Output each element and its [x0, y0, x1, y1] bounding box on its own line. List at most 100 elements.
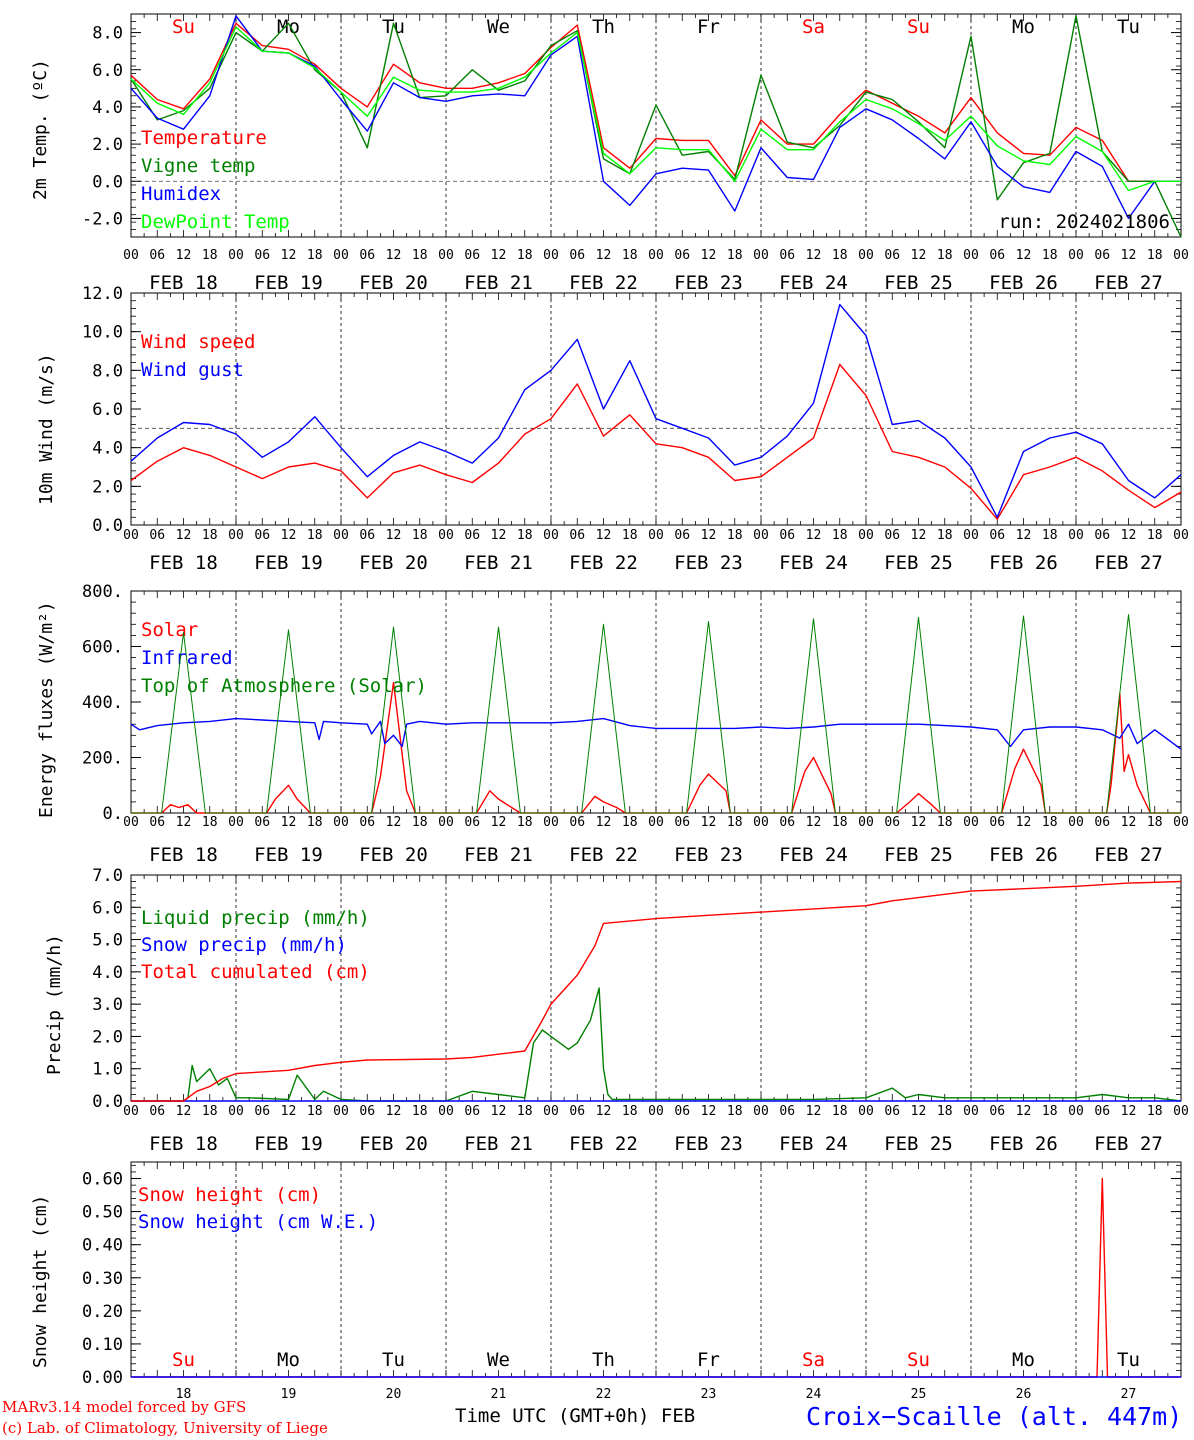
hour-tick-label: 00: [648, 1104, 664, 1119]
hour-tick-label: 12: [281, 528, 297, 543]
hour-tick-label: 12: [281, 815, 297, 830]
hour-tick-label: 06: [464, 815, 480, 830]
hour-tick-label: 00: [543, 1104, 559, 1119]
hour-tick-label: 18: [1147, 528, 1163, 543]
weekday-label: Fr: [697, 16, 720, 38]
hour-tick-label: 18: [1147, 1104, 1163, 1119]
date-label: FEB 19: [254, 844, 323, 866]
hour-tick-label: 00: [228, 248, 244, 263]
hour-tick-label: 12: [1016, 1104, 1032, 1119]
date-label: FEB 22: [569, 1133, 638, 1155]
hour-tick-label: 06: [254, 248, 270, 263]
hour-tick-label: 00: [1068, 1104, 1084, 1119]
hour-tick-label: 12: [1121, 248, 1137, 263]
hour-tick-label: 00: [1068, 815, 1084, 830]
hour-tick-label: 06: [569, 1104, 585, 1119]
series-line-top-of-atmosphere-solar: [131, 614, 1181, 814]
hour-tick-label: 06: [884, 248, 900, 263]
hour-tick-label: 12: [596, 528, 612, 543]
day-number-label: 22: [596, 1387, 612, 1402]
hour-tick-label: 12: [1121, 1104, 1137, 1119]
hour-tick-label: 12: [806, 528, 822, 543]
weekday-label: Mo: [277, 16, 300, 38]
y-tick-label: 0.20: [82, 1302, 123, 1322]
day-number-label: 19: [281, 1387, 297, 1402]
hour-tick-label: 00: [123, 1104, 139, 1119]
legend-entry: Top of Atmosphere (Solar): [141, 675, 427, 697]
date-label: FEB 24: [779, 552, 848, 574]
hour-tick-label: 18: [202, 528, 218, 543]
hour-tick-label: 18: [622, 815, 638, 830]
hour-tick-label: 00: [1173, 528, 1189, 543]
date-label: FEB 18: [149, 844, 218, 866]
hour-tick-label: 18: [307, 528, 323, 543]
y-tick-label: 1.0: [92, 1060, 123, 1080]
hour-tick-label: 00: [648, 528, 664, 543]
date-label: FEB 20: [359, 552, 428, 574]
hour-tick-label: 06: [1094, 528, 1110, 543]
hour-tick-label: 06: [989, 528, 1005, 543]
day-number-label: 25: [911, 1387, 927, 1402]
hour-tick-label: 18: [622, 528, 638, 543]
hour-tick-label: 18: [1042, 1104, 1058, 1119]
y-tick-label: 6.0: [92, 61, 123, 81]
y-tick-label: 400.: [82, 693, 123, 713]
hour-tick-label: 12: [491, 528, 507, 543]
time-axis-title: Time UTC (GMT+0h) FEB: [455, 1405, 696, 1427]
hour-tick-label: 18: [202, 1104, 218, 1119]
hour-tick-label: 18: [832, 1104, 848, 1119]
hour-tick-label: 18: [937, 248, 953, 263]
date-label: FEB 24: [779, 1133, 848, 1155]
legend-entry: Snow height (cm): [138, 1184, 321, 1206]
y-tick-label: 0.50: [82, 1203, 123, 1223]
y-tick-label: 2.0: [92, 1027, 123, 1047]
series-line-liquid-precip-mm-h: [131, 987, 1182, 1102]
series-line-dewpoint-temp: [130, 26, 1181, 192]
hour-tick-label: 18: [412, 528, 428, 543]
y-tick-label: 4.0: [92, 98, 123, 118]
y-tick-label: 7.0: [92, 866, 123, 886]
series-line-infrared: [130, 717, 1182, 750]
hour-tick-label: 18: [832, 815, 848, 830]
hour-tick-label: 18: [727, 1104, 743, 1119]
date-label: FEB 26: [989, 272, 1058, 294]
hour-tick-label: 06: [674, 1104, 690, 1119]
hour-tick-label: 06: [779, 528, 795, 543]
hour-tick-label: 00: [333, 815, 349, 830]
weekday-label: Sa: [802, 1349, 825, 1371]
energy-y-axis-label: Energy fluxes (W/m²): [36, 601, 57, 818]
hour-tick-label: 00: [1068, 528, 1084, 543]
hour-tick-label: 06: [989, 248, 1005, 263]
series-line-wind-speed: [130, 363, 1182, 520]
y-tick-label: 600.: [82, 638, 123, 658]
date-label: FEB 27: [1094, 552, 1163, 574]
weekday-label: Mo: [277, 1349, 300, 1371]
date-label: FEB 19: [254, 272, 323, 294]
y-tick-label: 800.: [82, 582, 123, 602]
series-line-vigne-temp: [130, 15, 1182, 238]
hour-tick-label: 12: [911, 815, 927, 830]
hour-tick-label: 18: [832, 528, 848, 543]
y-tick-label: 4.0: [92, 439, 123, 459]
hour-tick-label: 18: [727, 528, 743, 543]
weekday-label: We: [487, 1349, 510, 1371]
hour-tick-label: 18: [937, 1104, 953, 1119]
hour-tick-label: 06: [779, 1104, 795, 1119]
hour-tick-label: 18: [412, 815, 428, 830]
hour-tick-label: 06: [1094, 1104, 1110, 1119]
hour-tick-label: 18: [937, 815, 953, 830]
hour-tick-label: 12: [176, 815, 192, 830]
hour-tick-label: 00: [648, 815, 664, 830]
run-label: run: 2024021806: [998, 211, 1170, 233]
date-label: FEB 22: [569, 844, 638, 866]
hour-tick-label: 06: [989, 1104, 1005, 1119]
date-label: FEB 21: [464, 272, 533, 294]
y-tick-label: 0.0: [92, 172, 123, 192]
hour-tick-label: 06: [254, 815, 270, 830]
hour-tick-label: 18: [307, 815, 323, 830]
hour-tick-label: 18: [727, 815, 743, 830]
hour-tick-label: 00: [123, 815, 139, 830]
hour-tick-label: 06: [149, 248, 165, 263]
date-label: FEB 26: [989, 552, 1058, 574]
hour-tick-label: 00: [438, 815, 454, 830]
